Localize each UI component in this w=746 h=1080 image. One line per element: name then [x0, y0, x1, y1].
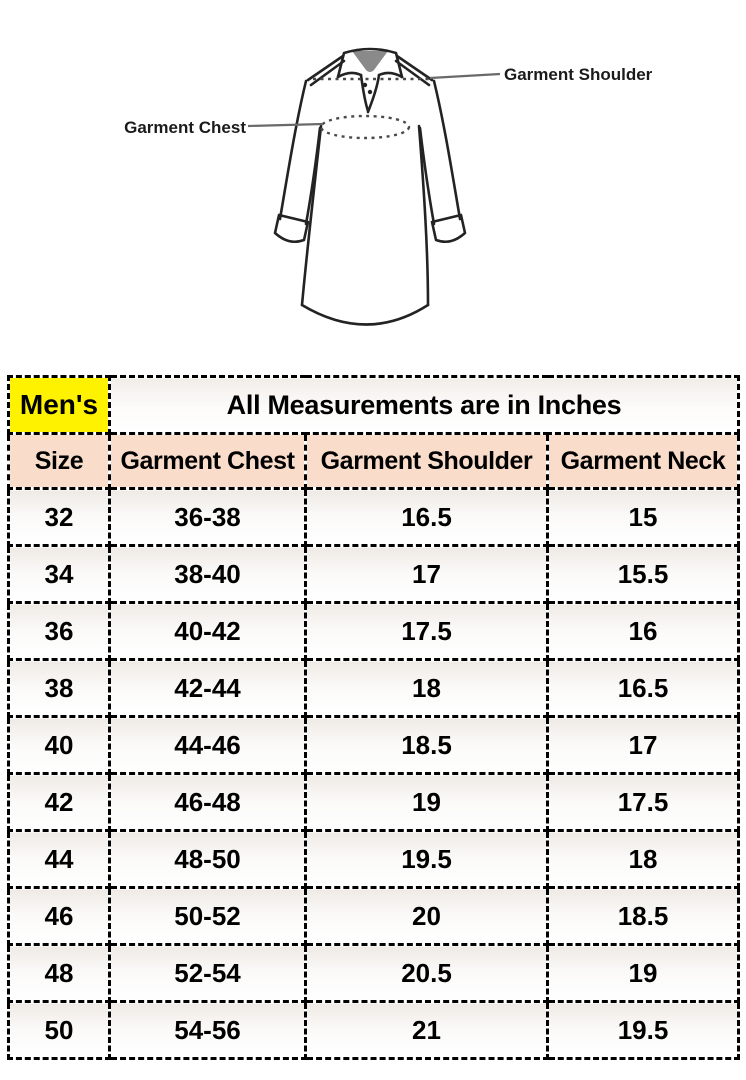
- chest-label: Garment Chest: [124, 118, 246, 137]
- cell-garment-shoulder: 21: [304, 1000, 549, 1060]
- size-table-row: 40 44-46 18.5 17: [7, 715, 741, 775]
- cell-size: 38: [7, 658, 111, 718]
- column-header-size: Size: [7, 432, 111, 490]
- size-table-row: 34 38-40 17 15.5: [7, 544, 741, 604]
- cell-garment-shoulder: 19.5: [304, 829, 549, 889]
- cell-size: 50: [7, 1000, 111, 1060]
- kurta-drawing: Garment Shoulder Garment Chest: [124, 47, 653, 326]
- column-header-chest: Garment Chest: [108, 432, 307, 490]
- size-table-row: 46 50-52 20 18.5: [7, 886, 741, 946]
- chest-measure-ellipse: [319, 114, 411, 140]
- shoulder-label: Garment Shoulder: [504, 65, 653, 84]
- table-title-cell: All Measurements are in Inches: [107, 375, 741, 435]
- cell-garment-neck: 16.5: [545, 658, 741, 718]
- placket-button: [367, 89, 373, 95]
- cell-garment-neck: 16: [545, 601, 741, 661]
- cell-garment-neck: 19.5: [545, 1000, 741, 1060]
- cell-garment-chest: 38-40: [108, 544, 307, 604]
- cell-garment-chest: 48-50: [108, 829, 307, 889]
- cell-size: 42: [7, 772, 111, 832]
- cell-size: 48: [7, 943, 111, 1003]
- cell-garment-chest: 42-44: [108, 658, 307, 718]
- size-table-row: 48 52-54 20.5 19: [7, 943, 741, 1003]
- cell-garment-chest: 46-48: [108, 772, 307, 832]
- cell-garment-neck: 15.5: [545, 544, 741, 604]
- cell-size: 36: [7, 601, 111, 661]
- cell-garment-neck: 19: [545, 943, 741, 1003]
- cell-size: 40: [7, 715, 111, 775]
- cell-garment-chest: 36-38: [108, 487, 307, 547]
- column-header-neck: Garment Neck: [545, 432, 741, 490]
- cell-garment-shoulder: 20.5: [304, 943, 549, 1003]
- cell-garment-neck: 18: [545, 829, 741, 889]
- cell-size: 32: [7, 487, 111, 547]
- cell-garment-chest: 52-54: [108, 943, 307, 1003]
- cell-garment-chest: 50-52: [108, 886, 307, 946]
- kurta-right-sleeve: [418, 79, 467, 244]
- cell-garment-chest: 44-46: [108, 715, 307, 775]
- garment-measurement-diagram: Garment Shoulder Garment Chest: [0, 0, 746, 372]
- size-table-row: 44 48-50 19.5 18: [7, 829, 741, 889]
- cell-garment-chest: 54-56: [108, 1000, 307, 1060]
- shoulder-pointer-line: [429, 72, 501, 80]
- kurta-collar: [336, 47, 404, 114]
- column-header-row: Size Garment Chest Garment Shoulder Garm…: [7, 432, 741, 490]
- placket-button: [362, 82, 368, 88]
- cell-garment-neck: 17: [545, 715, 741, 775]
- cell-garment-shoulder: 17: [304, 544, 549, 604]
- table-title-row: Men's All Measurements are in Inches: [7, 375, 741, 435]
- size-table-row: 36 40-42 17.5 16: [7, 601, 741, 661]
- chest-pointer-line: [247, 122, 324, 128]
- cell-garment-shoulder: 18.5: [304, 715, 549, 775]
- collar-inner-shade: [352, 51, 388, 72]
- cell-garment-shoulder: 20: [304, 886, 549, 946]
- cell-garment-shoulder: 17.5: [304, 601, 549, 661]
- cell-garment-neck: 17.5: [545, 772, 741, 832]
- size-table-row: 42 46-48 19 17.5: [7, 772, 741, 832]
- kurta-body: [300, 54, 434, 326]
- cell-garment-shoulder: 16.5: [304, 487, 549, 547]
- size-table-row: 50 54-56 21 19.5: [7, 1000, 741, 1060]
- group-header-cell: Men's: [7, 375, 111, 435]
- cell-garment-neck: 18.5: [545, 886, 741, 946]
- kurta-left-sleeve: [273, 79, 322, 244]
- size-table-row: 38 42-44 18 16.5: [7, 658, 741, 718]
- cell-garment-neck: 15: [545, 487, 741, 547]
- size-table-row: 32 36-38 16.5 15: [7, 487, 741, 547]
- cell-garment-chest: 40-42: [108, 601, 307, 661]
- cell-garment-shoulder: 19: [304, 772, 549, 832]
- cell-size: 34: [7, 544, 111, 604]
- size-table-body: 32 36-38 16.5 15 34 38-40 17 15.5 36 40-…: [7, 487, 741, 1060]
- cell-size: 44: [7, 829, 111, 889]
- column-header-shoulder: Garment Shoulder: [304, 432, 549, 490]
- cell-garment-shoulder: 18: [304, 658, 549, 718]
- size-chart-table: Men's All Measurements are in Inches Siz…: [7, 375, 741, 1060]
- cell-size: 46: [7, 886, 111, 946]
